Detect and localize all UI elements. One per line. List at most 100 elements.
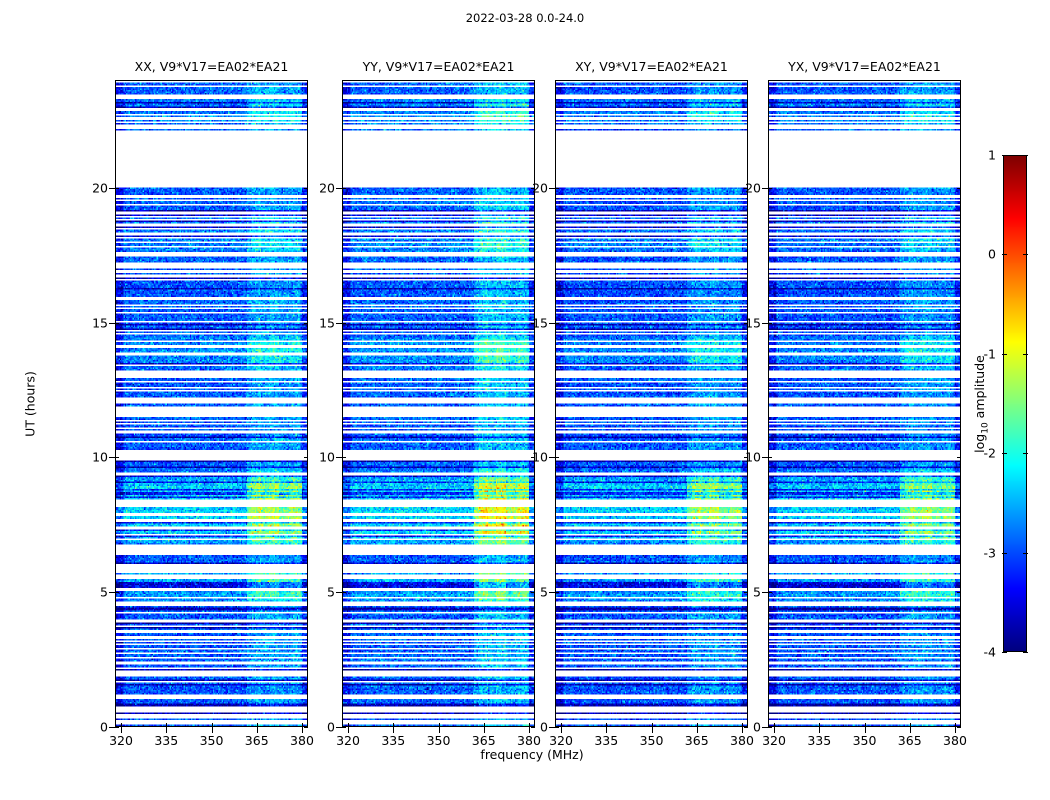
- x-tick-inner: [561, 723, 563, 727]
- x-tick-label: 320: [336, 733, 360, 748]
- y-tick-mark: [549, 592, 555, 594]
- y-tick-inner-right: [957, 727, 961, 728]
- colorbar-label: log10 amplitude: [972, 355, 991, 453]
- x-tick-label: 365: [684, 733, 709, 748]
- y-tick-inner-right: [744, 457, 748, 459]
- y-tick-inner: [342, 322, 346, 324]
- x-tick-mark: [954, 727, 956, 733]
- y-tick-label: 5: [540, 584, 548, 600]
- x-tick-mark: [864, 727, 866, 733]
- panel-yy[interactable]: YY, V9*V17=EA02*EA21 320 335 350 365 380 0 5 10 1…: [319, 59, 541, 748]
- axes-yx[interactable]: [768, 80, 961, 727]
- y-tick-label: 20: [745, 180, 761, 196]
- y-tick-inner-right: [304, 322, 308, 324]
- x-tick-inner: [651, 723, 653, 727]
- x-tick-inner: [166, 723, 168, 727]
- panel-xy[interactable]: XY, V9*V17=EA02*EA21 320 335 350 365 380 0 5 10 1…: [532, 59, 754, 748]
- y-tick-inner-right: [531, 727, 535, 728]
- y-tick-mark: [109, 457, 115, 459]
- axes-xx[interactable]: [115, 80, 308, 727]
- y-tick-inner-right: [957, 592, 961, 594]
- x-tick-label: 380: [730, 733, 754, 748]
- x-tick-mark: [393, 727, 395, 733]
- colorbar-tick-label: -1: [983, 346, 996, 362]
- colorbar-tick-label: 1: [988, 147, 996, 163]
- colorbar-tick-label: -2: [983, 445, 996, 461]
- axes-yy[interactable]: [342, 80, 535, 727]
- y-tick-mark: [549, 322, 555, 324]
- panel-xx[interactable]: XX, V9*V17=EA02*EA21 320 335 350 365 380 0 5 10 1…: [92, 59, 314, 748]
- colorbar-tick-mark-right: [1023, 552, 1028, 554]
- y-tick-mark: [336, 457, 342, 459]
- y-tick-label: 5: [753, 584, 761, 600]
- x-tick-inner: [606, 723, 608, 727]
- x-tick-inner: [696, 723, 698, 727]
- x-tick-mark: [819, 727, 821, 733]
- waterfall-image-yx: [769, 81, 960, 726]
- y-tick-inner-right: [531, 592, 535, 594]
- y-tick-label: 15: [319, 315, 335, 331]
- y-tick-inner-right: [531, 322, 535, 324]
- colorbar-label-main: log: [971, 433, 987, 453]
- y-tick-mark: [336, 322, 342, 324]
- y-tick-inner: [115, 727, 119, 728]
- y-tick-inner: [555, 592, 559, 594]
- y-tick-label: 15: [92, 315, 108, 331]
- x-tick-mark: [651, 727, 653, 733]
- x-tick-inner: [393, 723, 395, 727]
- y-tick-mark: [762, 727, 768, 728]
- x-tick-mark: [121, 727, 123, 733]
- y-tick-mark: [336, 187, 342, 189]
- y-tick-inner-right: [957, 457, 961, 459]
- colorbar[interactable]: -4 -3 -2 -1 0 1: [984, 148, 1028, 660]
- colorbar-tick-label: -3: [983, 545, 996, 561]
- x-tick-inner: [741, 723, 743, 727]
- x-tick-mark: [256, 727, 258, 733]
- x-tick-inner: [438, 723, 440, 727]
- y-tick-inner: [342, 592, 346, 594]
- y-tick-inner-right: [744, 322, 748, 324]
- x-tick-label: 320: [549, 733, 573, 748]
- y-tick-label: 0: [753, 719, 761, 735]
- y-tick-inner: [342, 457, 346, 459]
- colorbar-label-sub: 10: [980, 422, 991, 434]
- y-tick-inner: [768, 592, 772, 594]
- y-tick-inner: [555, 457, 559, 459]
- x-tick-label: 335: [807, 733, 832, 748]
- x-tick-mark: [741, 727, 743, 733]
- y-tick-inner: [555, 727, 559, 728]
- colorbar-tick-mark-right: [1023, 155, 1028, 156]
- x-tick-label: 335: [154, 733, 179, 748]
- y-tick-mark: [762, 592, 768, 594]
- x-tick-label: 320: [762, 733, 786, 748]
- x-tick-label: 335: [594, 733, 619, 748]
- x-tick-inner: [819, 723, 821, 727]
- x-tick-inner: [256, 723, 258, 727]
- y-tick-inner-right: [304, 592, 308, 594]
- colorbar-tick-label: 0: [988, 246, 996, 262]
- panel-yx[interactable]: YX, V9*V17=EA02*EA21 320 335 350 365 380 0 5 10 1…: [745, 59, 967, 748]
- y-tick-mark: [109, 727, 115, 728]
- axes-xy[interactable]: [555, 80, 748, 727]
- x-tick-mark: [606, 727, 608, 733]
- y-tick-label: 5: [327, 584, 335, 600]
- y-tick-inner: [342, 187, 346, 189]
- x-tick-mark: [528, 727, 530, 733]
- y-tick-mark: [762, 457, 768, 459]
- colorbar-tick-mark-right: [1023, 652, 1028, 653]
- y-tick-inner: [768, 322, 772, 324]
- colorbar-tick-mark: [1002, 652, 1007, 653]
- x-tick-mark: [561, 727, 563, 733]
- x-tick-label: 350: [852, 733, 877, 748]
- colorbar-tick-mark: [1002, 353, 1007, 355]
- y-tick-mark: [762, 322, 768, 324]
- y-tick-label: 20: [319, 180, 335, 196]
- x-tick-inner: [121, 723, 123, 727]
- panel-title-yy: YY, V9*V17=EA02*EA21: [362, 59, 515, 74]
- colorbar-tick-label: -4: [983, 644, 996, 660]
- x-tick-label: 365: [897, 733, 922, 748]
- waterfall-image-yy: [343, 81, 534, 726]
- x-tick-label: 380: [290, 733, 314, 748]
- x-tick-mark: [348, 727, 350, 733]
